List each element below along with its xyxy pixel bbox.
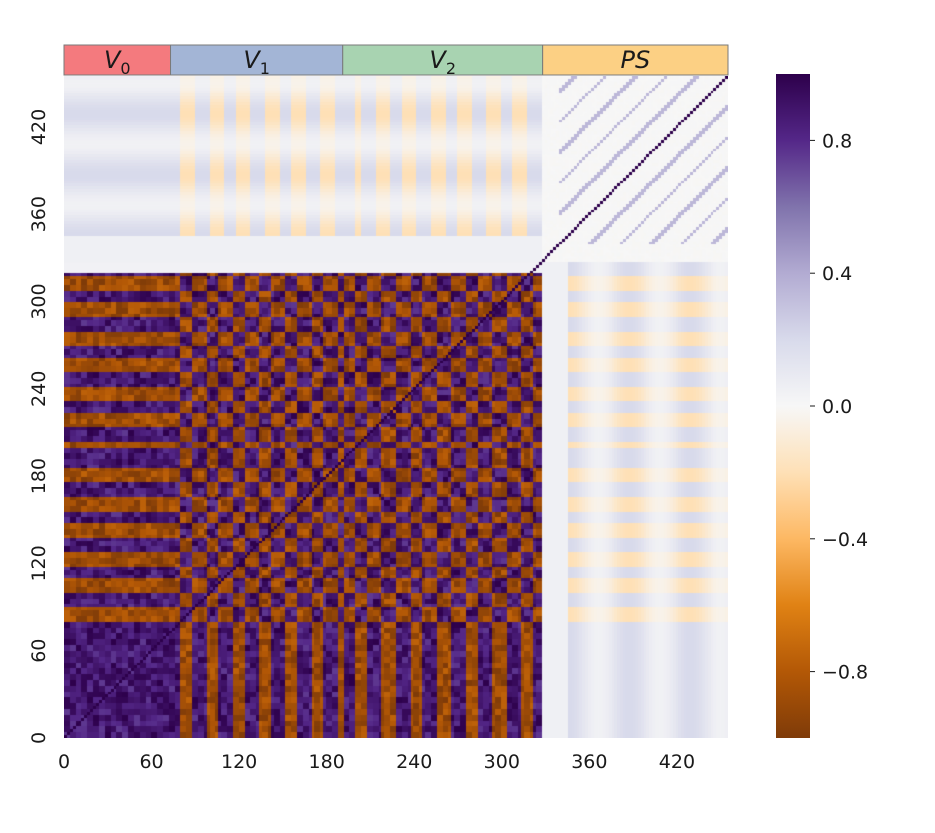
block-label-v1: V1 [243, 46, 270, 78]
y-axis-ticks: 0 60 120 180 240 300 360 420 [28, 109, 50, 744]
colorbar-tick-label: −0.8 [822, 662, 868, 684]
colorbar-tick-label: 0.0 [822, 396, 852, 418]
heatmap-canvas [64, 76, 728, 738]
block-label-ps: PS [620, 46, 650, 74]
block-ps [542, 44, 729, 76]
block-v1 [170, 44, 344, 76]
y-tick-label: 420 [28, 109, 50, 145]
x-tick-label: 240 [396, 751, 432, 773]
y-tick-label: 120 [28, 545, 50, 581]
block-label-v2: V2 [429, 46, 456, 78]
x-tick-label: 180 [309, 751, 345, 773]
y-tick-label: 180 [28, 458, 50, 494]
colorbar-ticks: 0.8 0.4 0.0 −0.4 −0.8 [810, 130, 868, 684]
x-tick-label: 60 [139, 751, 163, 773]
block-v0 [63, 44, 172, 76]
block-header-bar: V0 V1 V2 PS [63, 44, 729, 78]
y-tick-label: 60 [28, 639, 50, 663]
x-tick-label: 120 [221, 751, 257, 773]
colorbar-gradient [776, 74, 810, 738]
x-tick-label: 0 [58, 751, 70, 773]
x-tick-label: 300 [484, 751, 520, 773]
y-tick-label: 0 [28, 732, 50, 744]
y-tick-label: 240 [28, 371, 50, 407]
x-tick-label: 420 [659, 751, 695, 773]
colorbar-tick-label: 0.4 [822, 263, 852, 285]
colorbar-tick-label: 0.8 [822, 130, 852, 152]
y-tick-label: 360 [28, 196, 50, 232]
block-v2 [342, 44, 544, 76]
y-tick-label: 300 [28, 283, 50, 319]
block-label-v0: V0 [104, 46, 131, 78]
colorbar: 0.8 0.4 0.0 −0.4 −0.8 [776, 74, 868, 738]
heatmap-plot-area [64, 76, 728, 738]
x-axis-ticks: 0 60 120 180 240 300 360 420 [58, 751, 695, 773]
x-tick-label: 360 [571, 751, 607, 773]
colorbar-tick-label: −0.4 [822, 529, 868, 551]
